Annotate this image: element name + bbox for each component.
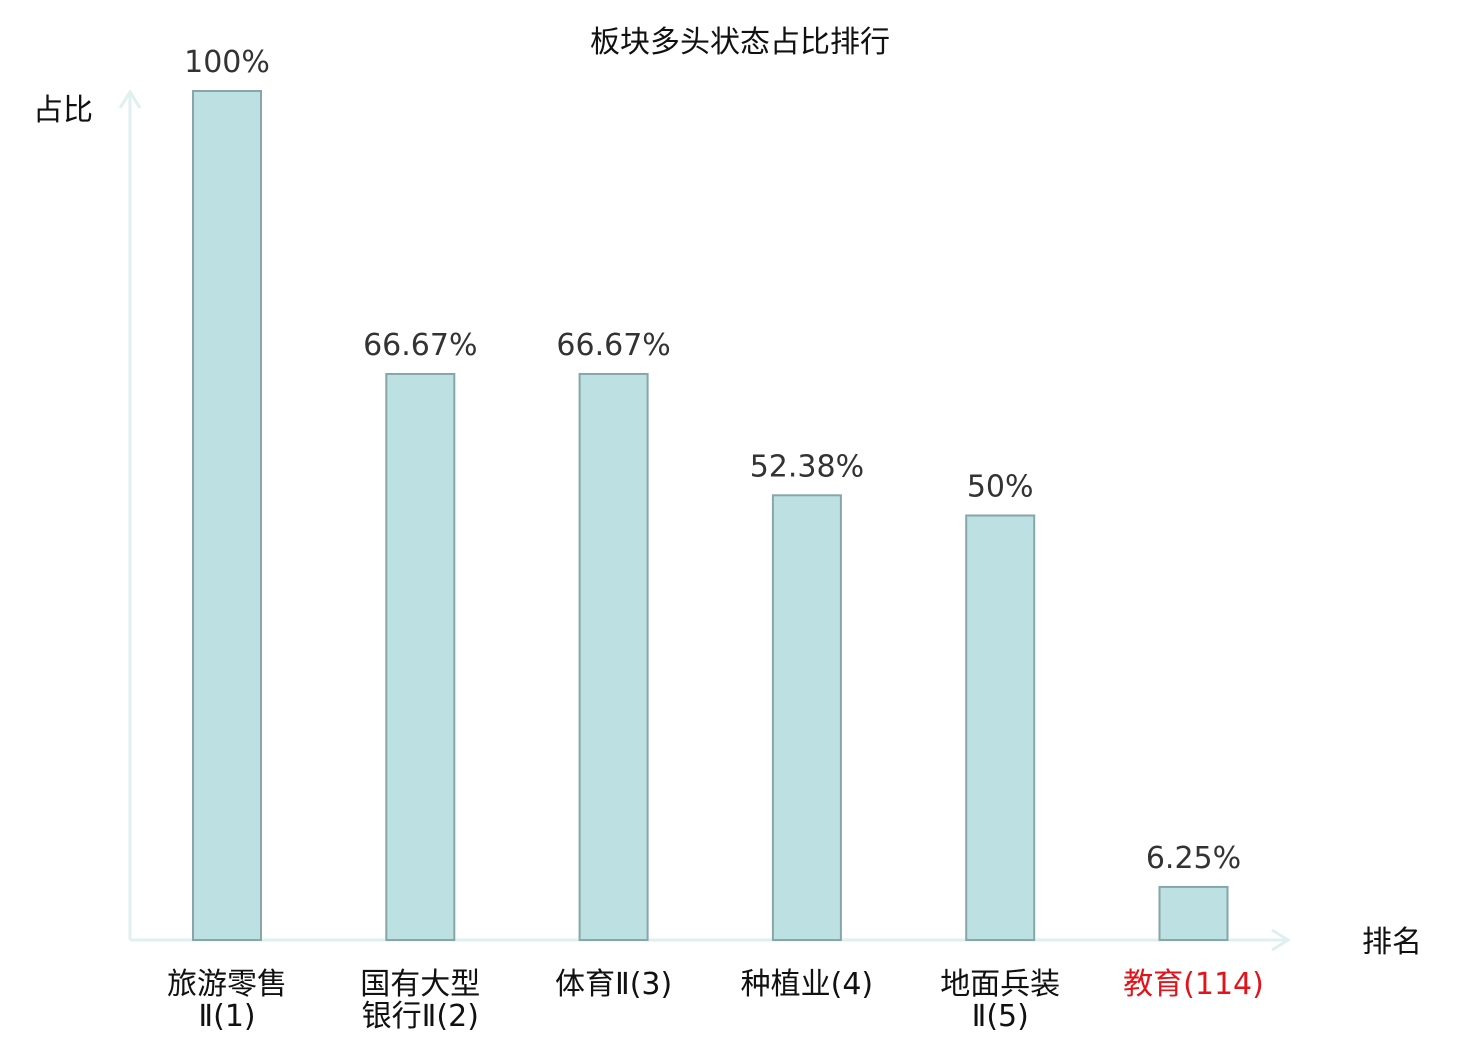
category-label-5-line2: Ⅱ(5) — [972, 999, 1029, 1034]
y-axis — [118, 89, 142, 940]
category-label-5-line1: 地面兵装 — [940, 967, 1060, 1002]
category-label-3-line1: 体育Ⅱ(3) — [555, 967, 672, 1002]
x-axis-arrow — [1271, 928, 1291, 952]
value-labels-group: 100% 66.67% 66.67% 52.38% 50% 6.25% — [184, 45, 1241, 876]
bar-5 — [965, 514, 1036, 941]
value-label-3: 66.67% — [556, 328, 670, 363]
bar-6 — [1158, 885, 1229, 941]
category-label-2-line1: 国有大型 — [360, 967, 480, 1002]
value-label-1: 100% — [184, 45, 270, 80]
x-axis — [130, 928, 1291, 952]
category-label-1-line2: Ⅱ(1) — [198, 999, 255, 1034]
y-axis-arrow — [118, 89, 142, 109]
bar-2 — [385, 372, 456, 942]
x-axis-label: 排名 — [1362, 925, 1422, 960]
y-axis-label: 占比 — [33, 93, 93, 128]
value-label-4: 52.38% — [750, 449, 864, 484]
value-label-5: 50% — [967, 470, 1034, 505]
bar-1 — [192, 90, 262, 941]
bar-3 — [578, 372, 649, 942]
chart-title: 板块多头状态占比排行 — [590, 25, 890, 60]
bar-4 — [771, 494, 842, 941]
value-label-2: 66.67% — [363, 328, 477, 363]
category-label-2-line2: 银行Ⅱ(2) — [362, 999, 479, 1034]
category-label-1-line1: 旅游零售 — [167, 967, 287, 1002]
category-label-4-line1: 种植业(4) — [741, 967, 874, 1002]
bars-group — [192, 90, 1229, 942]
value-label-6: 6.25% — [1146, 841, 1241, 876]
category-label-6-line1: 教育(114) — [1123, 967, 1264, 1002]
